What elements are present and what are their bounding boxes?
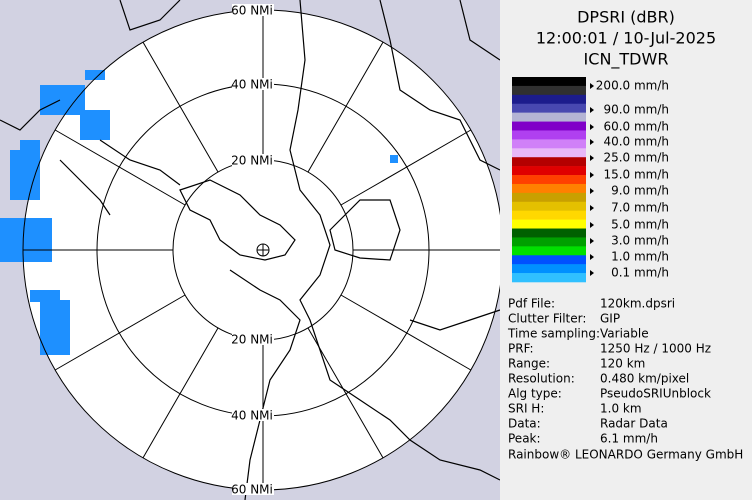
ring-label-bg (232, 154, 274, 166)
coastlines (0, 0, 501, 501)
info-value: 6.1 mm/h (600, 432, 658, 446)
info-key: PRF: (508, 342, 534, 356)
color-band (512, 139, 586, 149)
legend-label: 90.0 mm/h (603, 103, 669, 117)
info-value: 120 km (600, 357, 645, 371)
color-band (512, 255, 586, 265)
color-band (512, 103, 586, 113)
color-band (512, 175, 586, 185)
spoke (340, 129, 472, 206)
legend-label: 60.0 mm/h (603, 120, 669, 134)
info-key: Pdf File: (508, 297, 555, 311)
ring-label-bg (232, 483, 274, 495)
info-value: 1250 Hz / 1000 Hz (600, 342, 711, 356)
spoke (307, 41, 384, 173)
color-band (512, 77, 586, 87)
color-band (512, 246, 586, 256)
legend-label: 0.1 mm/h (611, 266, 669, 280)
legend-marker (590, 205, 594, 211)
legend-label: 7.0 mm/h (611, 201, 669, 215)
legend-label: 25.0 mm/h (603, 151, 669, 165)
legend-marker (590, 238, 594, 244)
ring-label: 60 NMi (231, 483, 273, 497)
color-band (512, 166, 586, 176)
legend-marker (590, 83, 594, 89)
ring-label: 40 NMi (231, 78, 273, 92)
legend-label: 1.0 mm/h (611, 250, 669, 264)
ring-label: 40 NMi (231, 409, 273, 423)
info-key: Range: (508, 357, 550, 371)
spoke (142, 41, 219, 173)
color-band (512, 130, 586, 140)
info-value: 1.0 km (600, 402, 642, 416)
legend-marker (590, 254, 594, 260)
legend-marker (590, 155, 594, 161)
info-value: 120km.dpsri (600, 297, 675, 311)
spoke (54, 294, 186, 371)
info-value: Radar Data (600, 417, 668, 431)
info-key: Peak: (508, 432, 541, 446)
legend-marker (590, 107, 594, 113)
legend-marker (590, 172, 594, 178)
color-band (512, 148, 586, 158)
color-band (512, 201, 586, 211)
ring-label: 20 NMi (231, 333, 273, 347)
info-value: 0.480 km/pixel (600, 372, 689, 386)
color-band (512, 273, 586, 283)
ring-label-bg (232, 4, 274, 16)
footer: Rainbow® LEONARDO Germany GmbH (508, 448, 743, 462)
color-band (512, 228, 586, 238)
color-band (512, 210, 586, 220)
info-key: SRI H: (508, 402, 544, 416)
ring-label-bg (232, 333, 274, 345)
color-band (512, 121, 586, 131)
info-value: PseudoSRIUnblock (600, 387, 711, 401)
legend-label: 9.0 mm/h (611, 184, 669, 198)
spoke (142, 327, 219, 459)
legend-marker (590, 270, 594, 276)
legend-marker (590, 139, 594, 145)
color-band (512, 112, 586, 122)
info-value: Variable (600, 327, 649, 341)
legend-marker (590, 124, 594, 130)
legend-label: 40.0 mm/h (603, 135, 669, 149)
spoke (340, 294, 472, 371)
color-band (512, 85, 586, 96)
ring-label-bg (232, 409, 274, 421)
ring-label: 20 NMi (231, 154, 273, 168)
info-key: Time sampling: (507, 327, 600, 341)
ring-label-bg (232, 78, 274, 90)
info-value: GIP (600, 312, 620, 326)
legend-marker (590, 222, 594, 228)
color-band (512, 94, 586, 105)
spoke (54, 129, 186, 206)
ring-label: 60 NMi (231, 4, 273, 18)
legend-marker (590, 188, 594, 194)
spoke (307, 327, 384, 459)
legend-label: 3.0 mm/h (611, 234, 669, 248)
color-band (512, 264, 586, 274)
color-band (512, 183, 586, 194)
legend-label: 15.0 mm/h (603, 168, 669, 182)
info-key: Alg type: (508, 387, 562, 401)
color-band (512, 192, 586, 203)
scan-time: 12:00:01 / 10-Jul-2025 (536, 29, 716, 48)
info-key: Data: (508, 417, 541, 431)
color-scale (512, 77, 586, 283)
color-band (512, 219, 586, 229)
info-key: Clutter Filter: (508, 312, 586, 326)
info-key: Resolution: (508, 372, 575, 386)
legend-label: 5.0 mm/h (611, 218, 669, 232)
color-band (512, 157, 586, 167)
legend-label: 200.0 mm/h (596, 79, 669, 93)
product-title: DPSRI (dBR) (577, 8, 675, 27)
color-band (512, 237, 586, 247)
site-name: ICN_TDWR (584, 50, 669, 70)
